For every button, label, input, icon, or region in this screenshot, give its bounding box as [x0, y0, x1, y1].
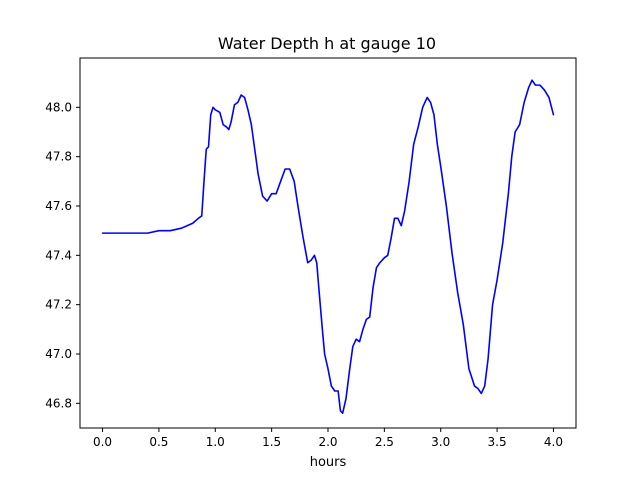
- series-line: [101, 79, 555, 415]
- y-axis: 46.8 47.0 47.2 47.4 47.6 47.8 48.0: [45, 100, 80, 410]
- x-tick-label: 1.0: [206, 435, 225, 449]
- y-tick-label: 47.6: [45, 199, 72, 213]
- y-tick-label: 47.0: [45, 347, 72, 361]
- x-tick-label: 1.5: [262, 435, 281, 449]
- x-tick-label: 2.0: [318, 435, 337, 449]
- y-tick-label: 48.0: [45, 100, 72, 114]
- y-tick-label: 46.8: [45, 396, 72, 410]
- x-tick-label: 4.0: [544, 435, 563, 449]
- x-tick-label: 0.0: [93, 435, 112, 449]
- y-tick-label: 47.2: [45, 298, 72, 312]
- y-tick-label: 47.8: [45, 150, 72, 164]
- x-tick-label: 3.0: [431, 435, 450, 449]
- x-axis: 0.0 0.5 1.0 1.5 2.0 2.5 3.0 3.5 4.0: [93, 428, 563, 449]
- series-layer: [101, 79, 555, 415]
- x-tick-label: 3.5: [488, 435, 507, 449]
- x-tick-label: 2.5: [375, 435, 394, 449]
- chart-title: Water Depth h at gauge 10: [218, 34, 436, 53]
- x-tick-label: 0.5: [149, 435, 168, 449]
- x-axis-label: hours: [310, 455, 347, 470]
- y-tick-label: 47.4: [45, 248, 72, 262]
